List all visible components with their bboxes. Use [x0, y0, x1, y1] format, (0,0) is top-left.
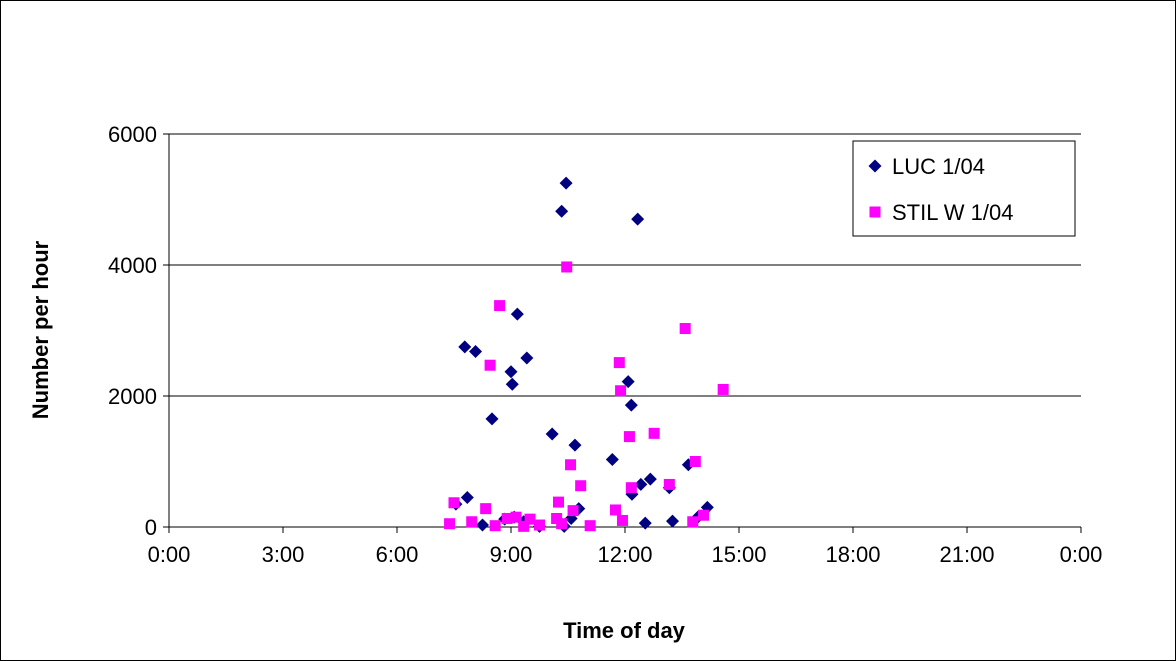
x-tick-label: 6:00 [376, 542, 419, 567]
data-point-square [556, 518, 568, 530]
data-point-square [575, 480, 587, 492]
data-point-diamond [634, 477, 648, 491]
data-point-square [613, 357, 625, 369]
data-point-diamond [638, 516, 652, 530]
axes [163, 133, 1082, 533]
legend-box [852, 140, 1076, 237]
series-2 [444, 261, 729, 532]
data-point-square [567, 505, 579, 517]
data-point-square [561, 261, 573, 273]
data-point-square [698, 509, 710, 521]
data-point-square [679, 323, 691, 335]
data-point-square [524, 513, 536, 525]
legend-marker-diamond [868, 159, 882, 173]
data-point-diamond [568, 438, 582, 452]
data-point-diamond [624, 398, 638, 412]
data-point-square [534, 519, 545, 531]
data-point-square [480, 503, 492, 515]
data-point-diamond [545, 427, 559, 441]
x-tick-label: 0:00 [1060, 542, 1103, 567]
data-point-square [501, 512, 513, 524]
data-point-diamond [505, 377, 519, 391]
data-point-square [717, 383, 729, 395]
legend: LUC 1/04 STIL W 1/04 [852, 140, 1076, 237]
y-tick-label: 0 [145, 515, 157, 540]
data-series [444, 176, 729, 533]
data-point-square [610, 504, 621, 516]
data-point-square [494, 300, 506, 312]
legend-marker-square [869, 206, 881, 218]
data-point-diamond [476, 518, 489, 532]
x-tick-label: 18:00 [825, 542, 880, 567]
data-point-square [489, 520, 501, 532]
x-tick-label: 0:00 [148, 542, 191, 567]
data-point-square [466, 516, 478, 528]
data-point-square [663, 478, 675, 490]
data-point-diamond [643, 472, 657, 486]
data-point-square [648, 427, 660, 439]
data-point-square [615, 385, 627, 397]
data-point-square [565, 459, 577, 471]
data-point-diamond [504, 365, 518, 379]
data-point-square [584, 520, 596, 532]
y-tick-label: 2000 [108, 384, 157, 409]
data-point-diamond [559, 176, 573, 190]
x-tick-labels: 0:00 3:00 6:00 9:00 12:00 15:00 18:00 21:00 0:00 [148, 542, 1103, 567]
data-point-square [623, 431, 635, 443]
legend-label: LUC 1/04 [892, 154, 985, 179]
data-point-square [687, 516, 699, 528]
data-point-diamond [510, 307, 524, 321]
data-point-square [510, 511, 522, 523]
data-point-diamond [621, 375, 635, 389]
data-point-diamond [555, 204, 569, 218]
x-tick-label: 3:00 [262, 542, 305, 567]
data-point-diamond [520, 351, 534, 365]
data-point-square [625, 482, 637, 494]
legend-label: STIL W 1/04 [892, 200, 1013, 225]
data-point-square [484, 359, 496, 371]
data-point-diamond [666, 514, 679, 528]
y-tick-label: 4000 [108, 253, 157, 278]
data-point-diamond [631, 212, 645, 226]
x-tick-label: 15:00 [711, 542, 766, 567]
data-point-square [689, 456, 701, 467]
data-point-diamond [485, 412, 499, 426]
data-point-diamond [469, 344, 483, 358]
data-point-diamond [460, 491, 474, 505]
x-tick-label: 12:00 [597, 542, 652, 567]
y-axis-title: Number per hour [28, 240, 53, 419]
data-point-square [448, 497, 460, 509]
data-point-square [616, 514, 628, 526]
data-point-square [553, 496, 564, 508]
y-tick-labels: 0 2000 4000 6000 [108, 122, 157, 540]
x-axis-title: Time of day [563, 618, 686, 643]
data-point-square [518, 520, 530, 532]
data-point-diamond [458, 340, 472, 354]
data-point-diamond [605, 453, 619, 467]
x-tick-label: 21:00 [939, 542, 994, 567]
y-tick-label: 6000 [108, 122, 157, 147]
x-tick-label: 9:00 [490, 542, 533, 567]
data-point-square [444, 518, 456, 530]
